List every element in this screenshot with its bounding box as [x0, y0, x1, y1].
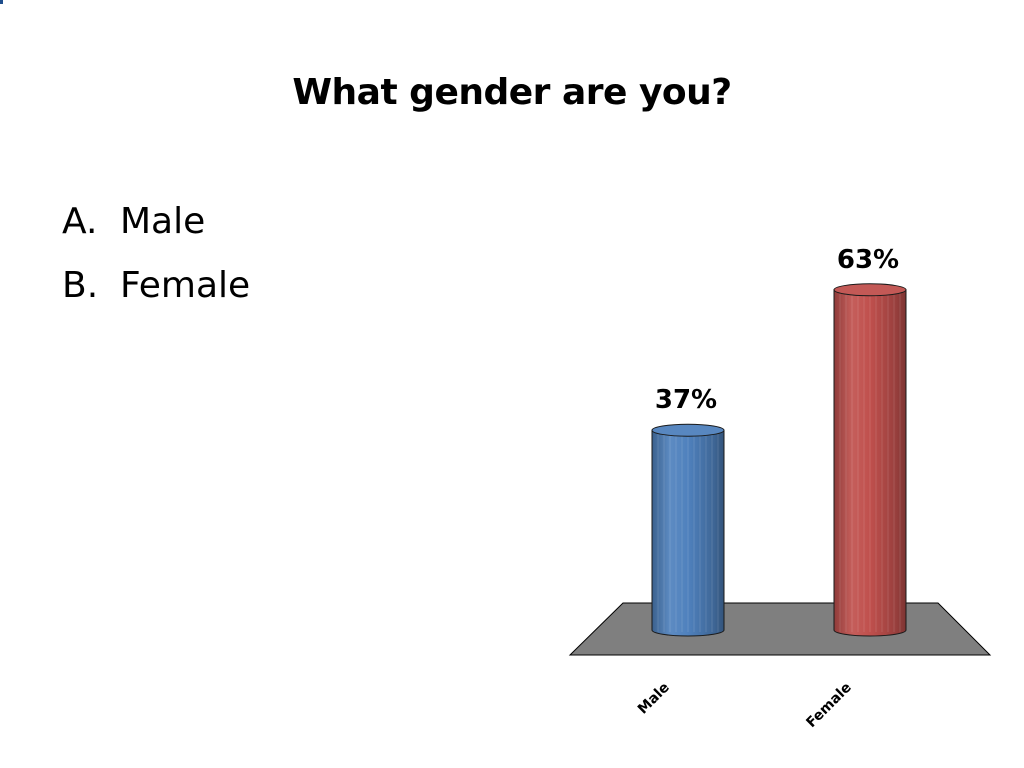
bar-male	[651, 429, 725, 637]
option-b-label: Female	[120, 265, 251, 306]
data-label-female: 63%	[837, 245, 899, 275]
chart-floor	[568, 602, 992, 656]
option-b-letter: B.	[62, 265, 99, 306]
slide-title: What gender are you?	[292, 72, 732, 113]
corner-mark	[0, 0, 3, 4]
answer-options: A. Male B. Female	[62, 190, 250, 318]
data-label-male: 37%	[655, 385, 717, 415]
bar-male-cap	[651, 423, 725, 437]
option-a-label: Male	[120, 201, 206, 242]
option-a: A. Male	[62, 190, 250, 254]
option-a-letter: A.	[62, 201, 98, 242]
category-label-male: Male	[635, 680, 673, 718]
bar-female	[833, 289, 907, 637]
category-label-female: Female	[803, 680, 854, 731]
option-b: B. Female	[62, 254, 250, 318]
bar-female-cap	[833, 283, 907, 297]
